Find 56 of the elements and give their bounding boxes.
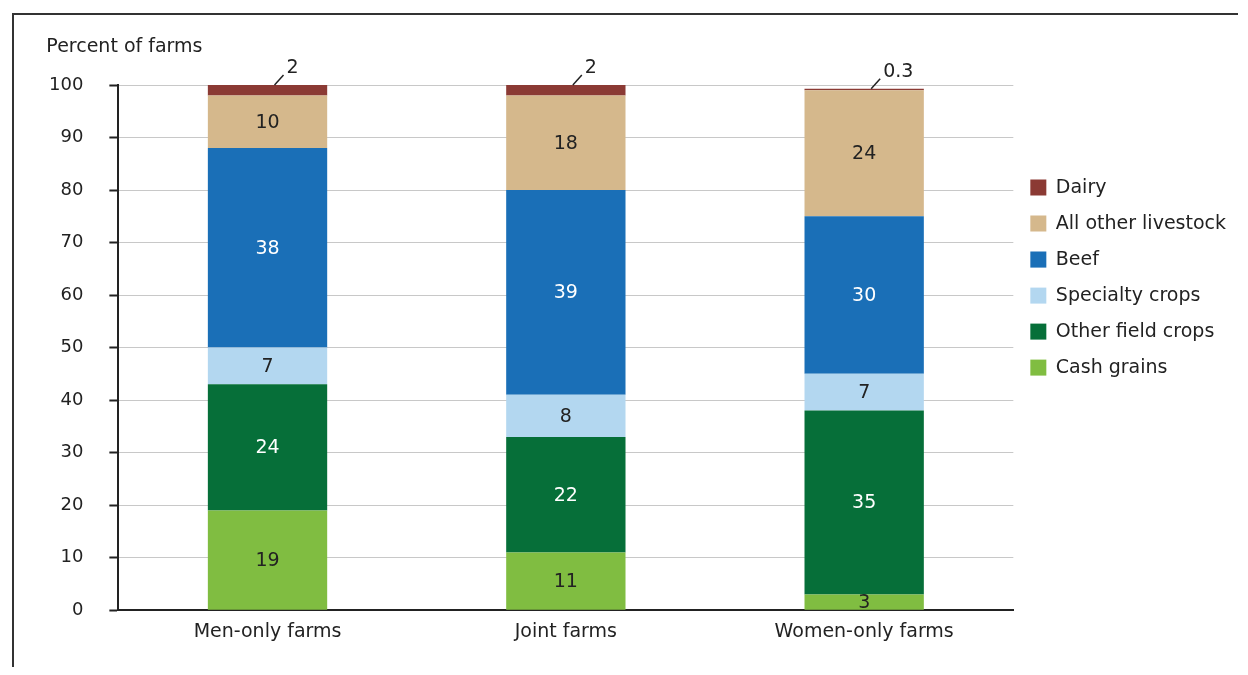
bar xyxy=(804,373,924,411)
y-tick-label: 70 xyxy=(60,230,84,252)
data-label: 38 xyxy=(255,235,280,258)
x-tick-label: Women-only farms xyxy=(774,618,954,641)
data-label: 8 xyxy=(559,403,572,426)
data-label: 2 xyxy=(286,54,299,77)
y-tick-label: 50 xyxy=(60,335,84,357)
y-tick-label: 30 xyxy=(60,440,84,462)
legend-label: Other field crops xyxy=(1055,318,1215,341)
data-label: 24 xyxy=(255,435,280,458)
y-tick-label: 0 xyxy=(71,597,84,619)
bar xyxy=(804,594,924,610)
data-label: 3 xyxy=(858,590,871,613)
y-tick-label: 10 xyxy=(60,545,84,567)
bar xyxy=(804,410,924,595)
legend-label: All other livestock xyxy=(1055,210,1227,233)
data-label: 11 xyxy=(553,569,578,591)
bar xyxy=(506,85,626,96)
y-tick-label: 40 xyxy=(60,387,84,409)
bar xyxy=(506,436,626,553)
y-tick-label: 100 xyxy=(49,72,84,94)
bar xyxy=(207,510,328,610)
bar xyxy=(207,148,328,348)
bar xyxy=(506,552,626,610)
legend-label: Dairy xyxy=(1055,174,1107,197)
y-tick-label: 80 xyxy=(60,177,84,199)
data-label: 22 xyxy=(553,482,578,505)
bar xyxy=(207,85,328,96)
bar xyxy=(207,95,328,149)
bar xyxy=(506,95,626,191)
data-label: 30 xyxy=(852,283,877,306)
data-label: 35 xyxy=(852,490,877,513)
y-tick-label: 20 xyxy=(60,492,84,514)
bar xyxy=(207,384,328,511)
data-label: 18 xyxy=(553,130,578,153)
y-tick-label: 90 xyxy=(60,125,84,147)
data-label: 7 xyxy=(261,353,274,376)
x-tick-label: Men-only farms xyxy=(193,618,342,641)
bar xyxy=(804,90,924,217)
data-label: 0.3 xyxy=(883,58,914,81)
y-tick-label: 60 xyxy=(60,282,84,304)
data-label: 7 xyxy=(858,380,871,403)
data-label: 10 xyxy=(255,109,280,132)
bar xyxy=(207,347,328,385)
bar xyxy=(506,190,626,395)
legend-label: Beef xyxy=(1055,246,1101,269)
data-label: 39 xyxy=(553,280,578,303)
data-label: 2 xyxy=(584,54,597,77)
legend-label: Specialty crops xyxy=(1055,282,1201,305)
y-axis-title: Percent of farms xyxy=(46,33,203,56)
x-tick-label: Joint farms xyxy=(513,618,617,641)
data-label: 19 xyxy=(255,547,280,570)
bar xyxy=(804,216,924,374)
data-label: 24 xyxy=(852,141,877,164)
bar xyxy=(506,394,626,437)
legend-label: Cash grains xyxy=(1055,354,1168,377)
